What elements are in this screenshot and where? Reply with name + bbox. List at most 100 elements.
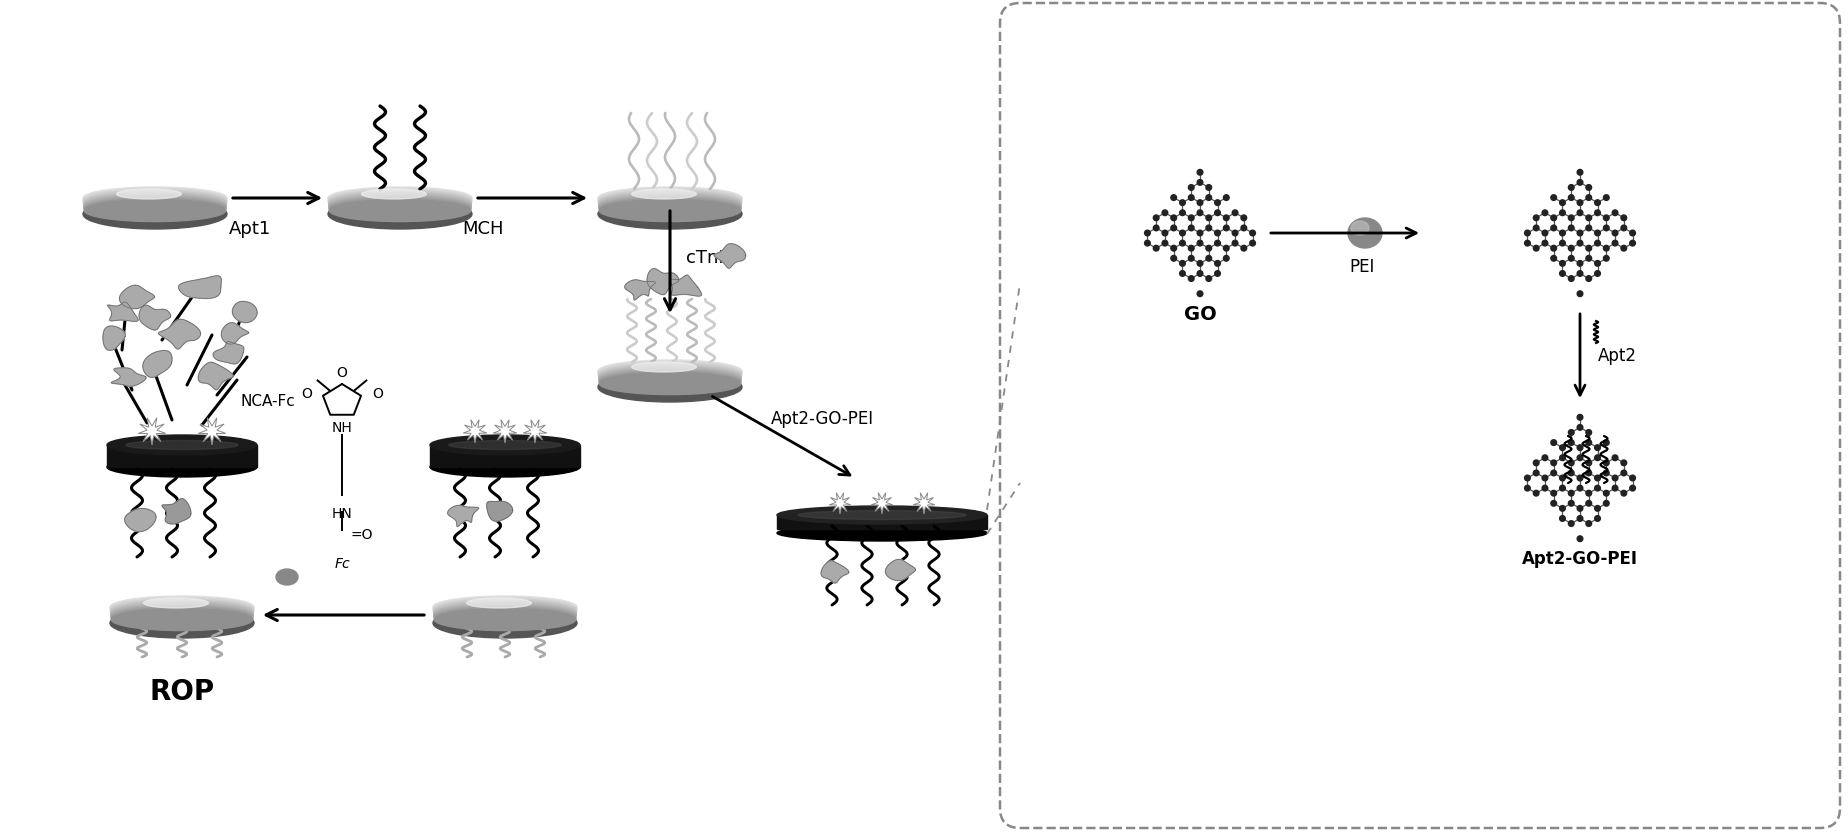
- Ellipse shape: [116, 189, 181, 199]
- Polygon shape: [523, 420, 547, 443]
- Ellipse shape: [329, 200, 471, 222]
- Polygon shape: [198, 362, 233, 390]
- Circle shape: [1593, 475, 1600, 481]
- Circle shape: [1567, 470, 1573, 476]
- Polygon shape: [179, 276, 222, 298]
- Circle shape: [1525, 475, 1530, 481]
- Circle shape: [1205, 215, 1210, 221]
- Circle shape: [1576, 291, 1582, 297]
- Polygon shape: [142, 351, 172, 377]
- Polygon shape: [159, 319, 200, 349]
- Ellipse shape: [434, 606, 577, 628]
- Ellipse shape: [597, 199, 741, 229]
- Ellipse shape: [599, 370, 741, 392]
- Circle shape: [1621, 215, 1626, 221]
- Polygon shape: [913, 492, 935, 514]
- Circle shape: [1567, 225, 1573, 231]
- Ellipse shape: [85, 198, 225, 220]
- Circle shape: [1196, 210, 1203, 216]
- Ellipse shape: [597, 188, 741, 211]
- Circle shape: [1593, 200, 1600, 206]
- Text: MCH: MCH: [462, 220, 503, 238]
- Circle shape: [1532, 215, 1538, 221]
- Circle shape: [1560, 506, 1565, 511]
- Polygon shape: [213, 342, 244, 364]
- Ellipse shape: [599, 200, 741, 222]
- Circle shape: [1628, 230, 1634, 236]
- Ellipse shape: [83, 192, 225, 215]
- Circle shape: [1593, 506, 1600, 511]
- Polygon shape: [139, 418, 166, 445]
- Text: Apt1: Apt1: [229, 220, 272, 238]
- Circle shape: [1628, 486, 1634, 491]
- Ellipse shape: [111, 601, 253, 624]
- Circle shape: [1560, 200, 1565, 206]
- Circle shape: [1179, 200, 1185, 206]
- Circle shape: [1532, 460, 1538, 466]
- Ellipse shape: [599, 363, 741, 385]
- Text: O: O: [371, 387, 383, 402]
- Polygon shape: [198, 418, 225, 445]
- Circle shape: [1586, 215, 1591, 221]
- Circle shape: [1179, 210, 1185, 216]
- Circle shape: [1249, 240, 1255, 246]
- Circle shape: [1560, 486, 1565, 491]
- Ellipse shape: [83, 199, 227, 229]
- Circle shape: [1567, 215, 1573, 221]
- Circle shape: [1214, 200, 1220, 206]
- Ellipse shape: [83, 192, 227, 213]
- Circle shape: [1621, 470, 1626, 476]
- Circle shape: [1560, 271, 1565, 277]
- Circle shape: [1550, 501, 1556, 506]
- Circle shape: [1611, 240, 1617, 246]
- Text: NH: NH: [331, 421, 353, 435]
- Polygon shape: [124, 508, 155, 531]
- Circle shape: [1525, 486, 1530, 491]
- Circle shape: [1223, 256, 1229, 261]
- Ellipse shape: [466, 598, 530, 608]
- Circle shape: [1196, 271, 1203, 277]
- Polygon shape: [139, 305, 170, 330]
- Circle shape: [1593, 516, 1600, 521]
- Ellipse shape: [329, 192, 471, 213]
- Text: Apt2-GO-PEI: Apt2-GO-PEI: [1521, 550, 1637, 568]
- Circle shape: [1602, 256, 1608, 261]
- Ellipse shape: [329, 194, 471, 216]
- Circle shape: [1231, 240, 1236, 246]
- Circle shape: [1550, 215, 1556, 221]
- Ellipse shape: [111, 603, 253, 625]
- Circle shape: [1179, 261, 1185, 267]
- Polygon shape: [669, 275, 700, 296]
- Circle shape: [1593, 445, 1600, 451]
- Ellipse shape: [599, 192, 741, 213]
- Circle shape: [1188, 256, 1194, 261]
- Ellipse shape: [107, 457, 257, 477]
- Circle shape: [1576, 445, 1582, 451]
- Text: ROP: ROP: [150, 678, 214, 706]
- Circle shape: [1567, 491, 1573, 496]
- Circle shape: [1214, 271, 1220, 277]
- Circle shape: [1205, 195, 1210, 201]
- Circle shape: [1586, 195, 1591, 201]
- Circle shape: [1550, 440, 1556, 446]
- Ellipse shape: [83, 188, 227, 211]
- Polygon shape: [111, 368, 146, 387]
- Circle shape: [1576, 180, 1582, 185]
- Circle shape: [1249, 230, 1255, 236]
- Circle shape: [1240, 225, 1246, 231]
- Ellipse shape: [599, 196, 741, 217]
- Ellipse shape: [111, 597, 253, 620]
- Circle shape: [1532, 491, 1538, 496]
- Ellipse shape: [126, 441, 238, 450]
- Circle shape: [1586, 246, 1591, 251]
- Circle shape: [1567, 440, 1573, 446]
- Polygon shape: [107, 445, 257, 467]
- Circle shape: [1576, 425, 1582, 430]
- Text: cTnI: cTnI: [686, 249, 723, 267]
- FancyBboxPatch shape: [1000, 3, 1839, 828]
- Circle shape: [1231, 230, 1236, 236]
- Polygon shape: [222, 322, 248, 344]
- Ellipse shape: [599, 372, 741, 393]
- Circle shape: [1611, 230, 1617, 236]
- Ellipse shape: [1351, 221, 1368, 235]
